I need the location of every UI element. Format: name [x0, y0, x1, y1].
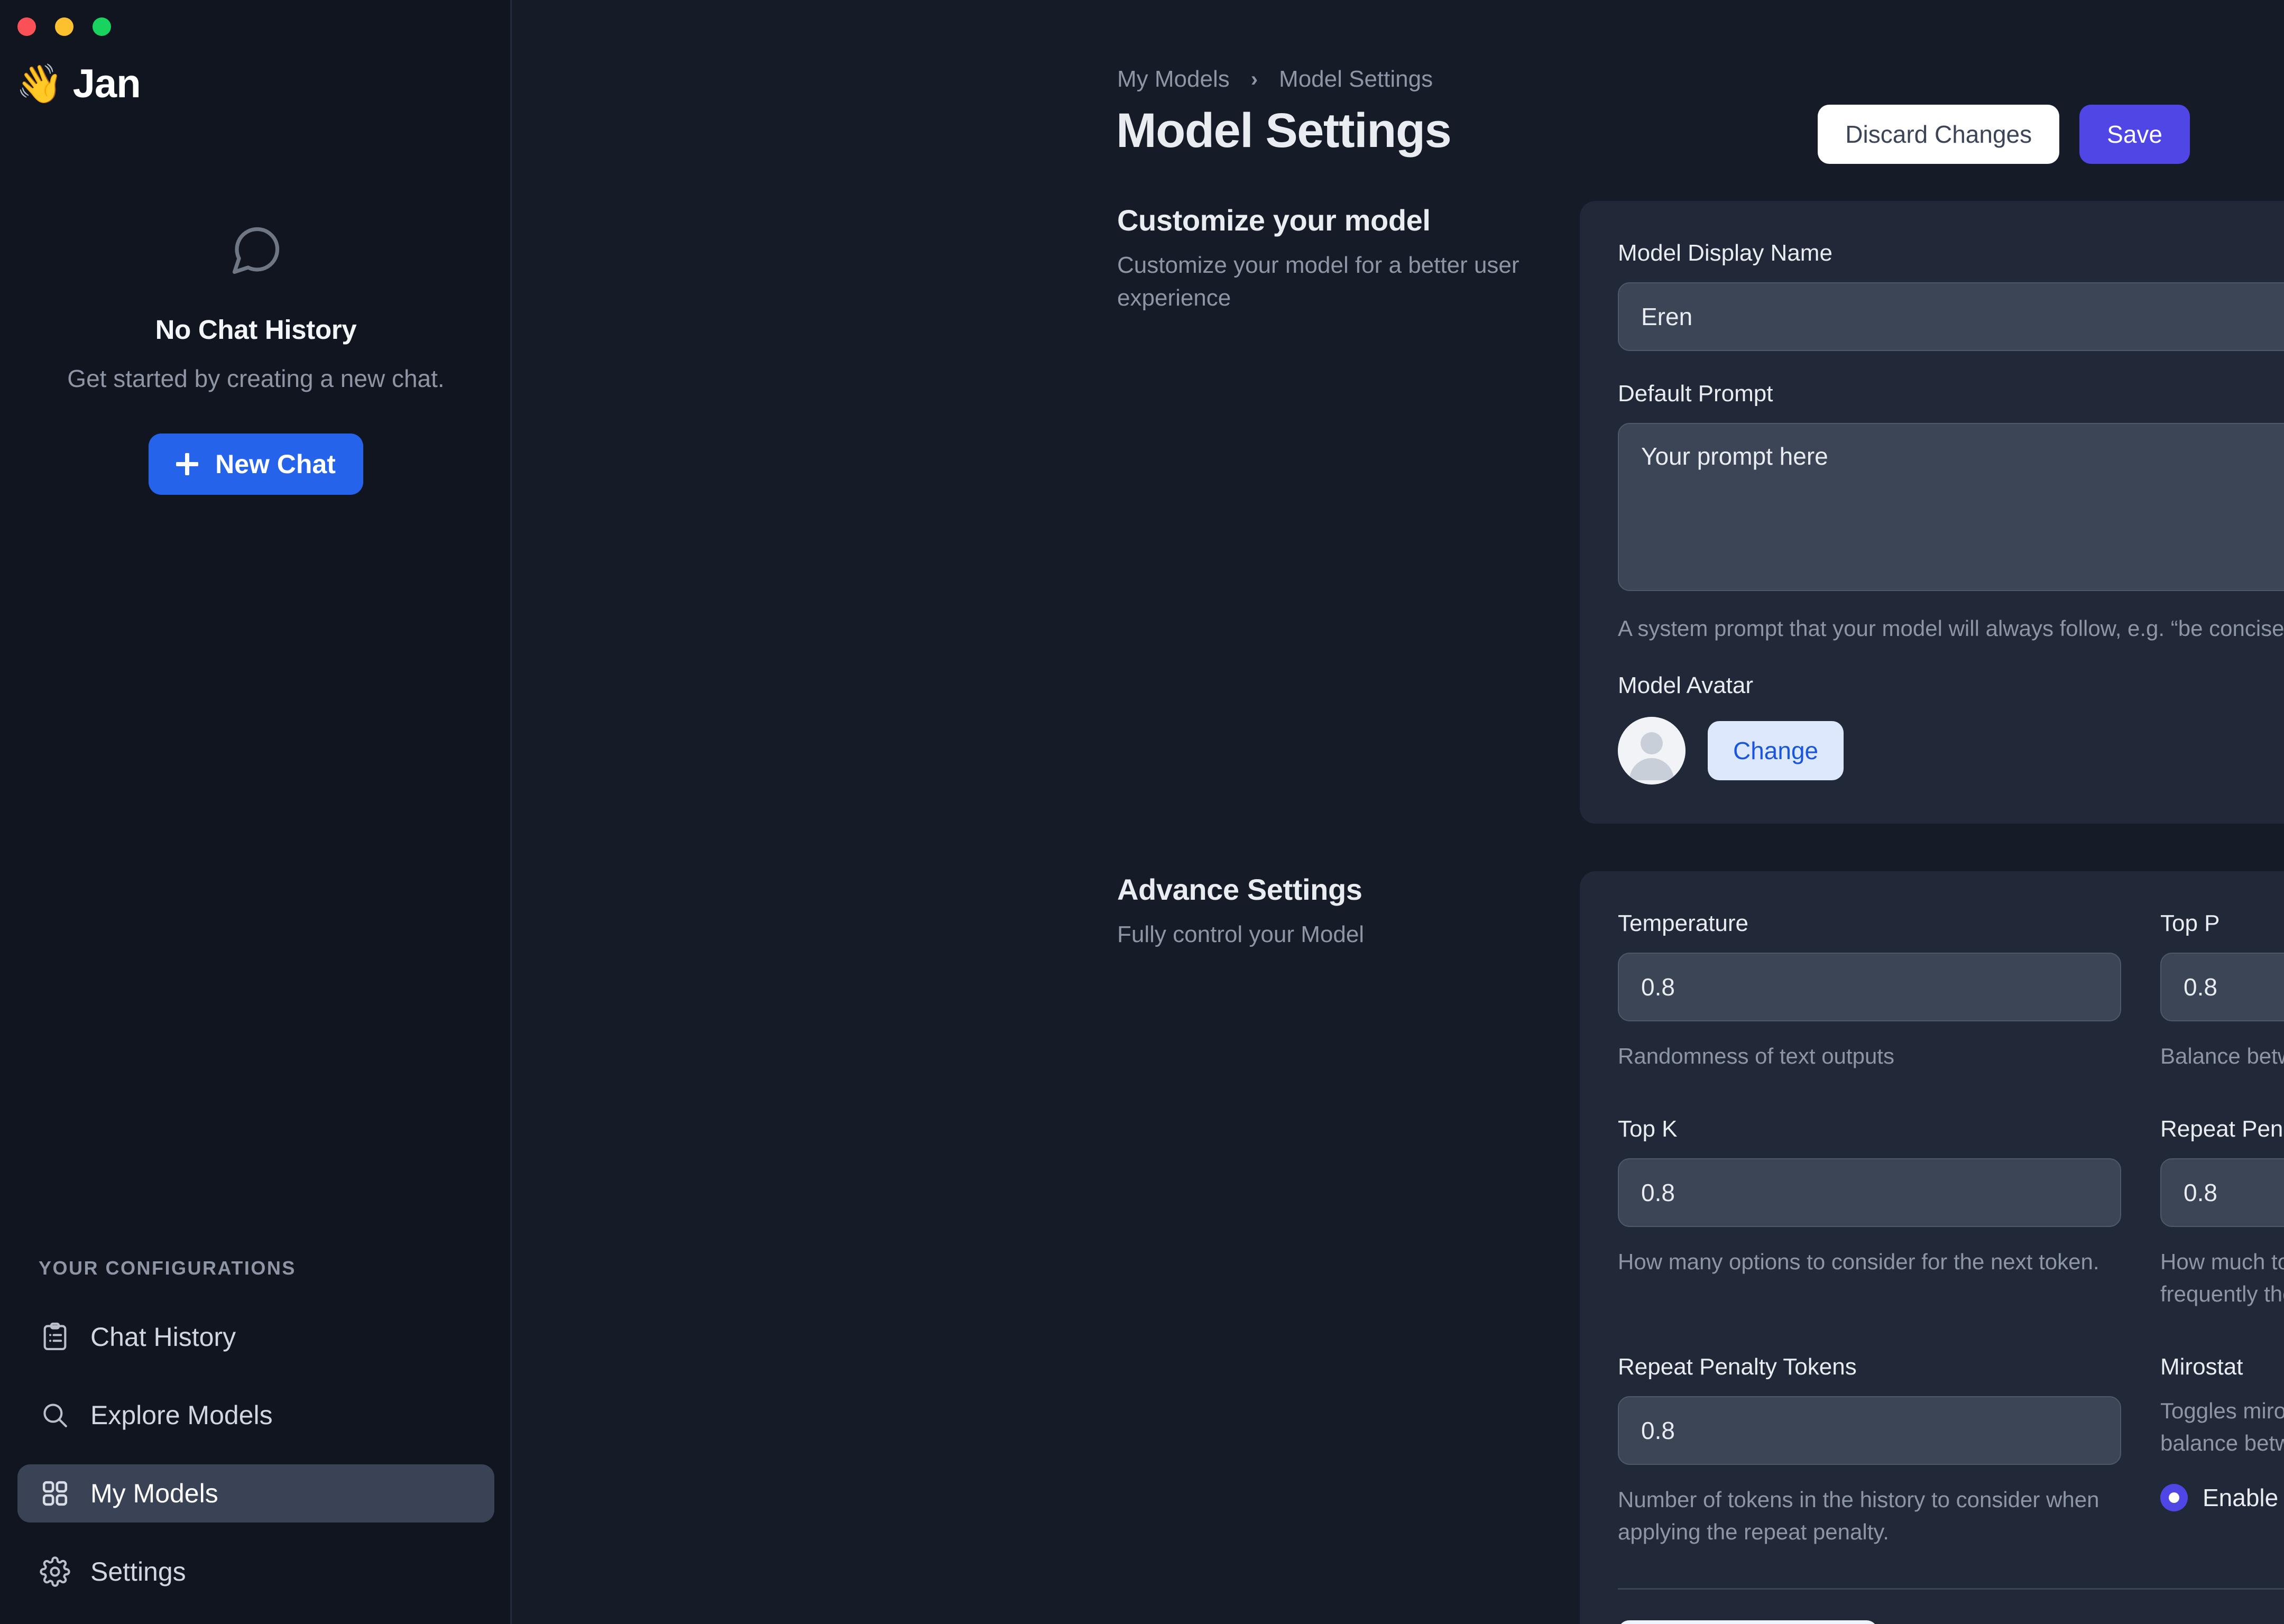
new-chat-label: New Chat [215, 449, 336, 479]
main-content: My Models › Model Settings Model Setting… [512, 0, 2284, 1624]
model-display-name-input[interactable] [1618, 282, 2284, 351]
mirostat-field: Mirostat Toggles mirostats sampling, whi… [2160, 1354, 2284, 1548]
plus-icon [176, 453, 199, 475]
temperature-help: Randomness of text outputs [1618, 1044, 1894, 1068]
params-row-3: Repeat Penalty Tokens Number of tokens i… [1618, 1354, 2284, 1548]
sidebar-item-my-models[interactable]: My Models [17, 1464, 494, 1522]
customize-panel: Model Display Name Default Prompt A syst… [1580, 201, 2284, 824]
sidebar-item-label: Settings [90, 1557, 186, 1586]
repeat-penalty-field: Repeat Penalty How much to penalize toke… [2160, 1116, 2284, 1311]
repeat-penalty-label: Repeat Penalty [2160, 1115, 2284, 1142]
configurations-heading: YOUR CONFIGURATIONS [39, 1257, 296, 1279]
params-row-2: Top K How many options to consider for t… [1618, 1116, 2284, 1311]
sidebar-item-chat-history[interactable]: Chat History [17, 1308, 494, 1366]
customize-section-title: Customize your model [1117, 204, 1431, 237]
sidebar-item-label: My Models [90, 1479, 218, 1508]
model-display-name-label: Model Display Name [1618, 240, 1832, 266]
waving-hand-icon: 👋 [16, 62, 63, 105]
maximize-button[interactable] [93, 17, 111, 36]
temperature-field: Temperature Randomness of text outputs [1618, 910, 2121, 1073]
configurations-nav: YOUR CONFIGURATIONS Chat History [0, 1257, 512, 1624]
user-avatar-icon [1618, 716, 1686, 785]
header-actions: Discard Changes Save [1818, 105, 2190, 164]
advance-section-description: Fully control your Model [1117, 921, 1365, 947]
chat-history-empty-state: No Chat History Get started by creating … [0, 222, 512, 495]
close-button[interactable] [17, 17, 36, 36]
sidebar-item-explore-models[interactable]: Explore Models [17, 1386, 494, 1444]
breadcrumb-current: Model Settings [1279, 66, 1433, 92]
top-k-field: Top K How many options to consider for t… [1618, 1116, 2121, 1311]
panel-divider [1618, 1588, 2284, 1590]
advance-panel: Temperature Randomness of text outputs T… [1580, 871, 2284, 1624]
sidebar-item-label: Explore Models [90, 1400, 273, 1430]
advance-section-title: Advance Settings [1117, 873, 1362, 906]
empty-state-title: No Chat History [155, 315, 357, 345]
clipboard-list-icon [39, 1321, 71, 1353]
repeat-penalty-tokens-input[interactable] [1618, 1396, 2121, 1465]
repeat-penalty-tokens-field: Repeat Penalty Tokens Number of tokens i… [1618, 1354, 2121, 1548]
chevron-right-icon: › [1250, 67, 1258, 91]
app-brand: 👋 Jan [16, 61, 141, 107]
top-k-input[interactable] [1618, 1158, 2121, 1227]
reset-to-default-button[interactable]: Reset to Default [1618, 1620, 1878, 1624]
customize-section-label: Customize your model Customize your mode… [1117, 203, 1540, 315]
model-avatar-row: Change [1618, 716, 2284, 785]
grid-icon [39, 1477, 71, 1510]
breadcrumb: My Models › Model Settings [1117, 66, 1433, 93]
model-avatar-label: Model Avatar [1618, 672, 1754, 698]
temperature-input[interactable] [1618, 953, 2121, 1021]
temperature-label: Temperature [1618, 910, 1749, 936]
chat-bubble-icon [227, 222, 284, 279]
repeat-penalty-help: How much to penalize tokens based on how… [2160, 1249, 2284, 1306]
top-k-help: How many options to consider for the nex… [1618, 1249, 2099, 1274]
params-row-1: Temperature Randomness of text outputs T… [1618, 910, 2284, 1073]
new-chat-button[interactable]: New Chat [149, 433, 363, 495]
sidebar: 👋 Jan No Chat History Get started by cre… [0, 0, 512, 1624]
repeat-penalty-tokens-label: Repeat Penalty Tokens [1618, 1353, 1857, 1380]
mirostat-enable-option[interactable]: Enable [2160, 1483, 2278, 1512]
top-p-field: Top P Balance between diversity & qualit… [2160, 910, 2284, 1073]
change-avatar-button[interactable]: Change [1708, 721, 1844, 780]
default-prompt-textarea[interactable] [1618, 423, 2284, 591]
repeat-penalty-tokens-help: Number of tokens in the history to consi… [1618, 1487, 2099, 1544]
radio-selected-icon [2160, 1484, 2188, 1512]
discard-changes-button[interactable]: Discard Changes [1818, 105, 2060, 164]
advance-section-label: Advance Settings Fully control your Mode… [1117, 872, 1540, 951]
top-p-help: Balance between diversity & quality [2160, 1044, 2284, 1068]
top-p-label: Top P [2160, 910, 2220, 936]
breadcrumb-parent[interactable]: My Models [1117, 66, 1230, 92]
customize-section-description: Customize your model for a better user e… [1117, 252, 1519, 311]
default-prompt-label: Default Prompt [1618, 381, 1773, 407]
top-p-input[interactable] [2160, 953, 2284, 1021]
gear-icon [39, 1555, 71, 1588]
app-name: Jan [72, 61, 141, 106]
minimize-button[interactable] [55, 17, 73, 36]
mirostat-enable-label: Enable [2203, 1484, 2279, 1512]
window-controls [17, 17, 111, 36]
repeat-penalty-input[interactable] [2160, 1158, 2284, 1227]
empty-state-subtitle: Get started by creating a new chat. [67, 365, 445, 392]
search-icon [39, 1399, 71, 1432]
mirostat-radio-group: Enable Disable [2160, 1483, 2284, 1512]
default-prompt-help: A system prompt that your model will alw… [1618, 616, 2284, 641]
save-button[interactable]: Save [2079, 105, 2190, 164]
top-k-label: Top K [1618, 1115, 1678, 1142]
mirostat-description: Toggles mirostats sampling, which contro… [2160, 1398, 2284, 1455]
sidebar-item-label: Chat History [90, 1322, 236, 1352]
mirostat-label: Mirostat [2160, 1353, 2243, 1380]
page-title: Model Settings [1116, 104, 1452, 158]
sidebar-item-settings[interactable]: Settings [17, 1543, 494, 1601]
